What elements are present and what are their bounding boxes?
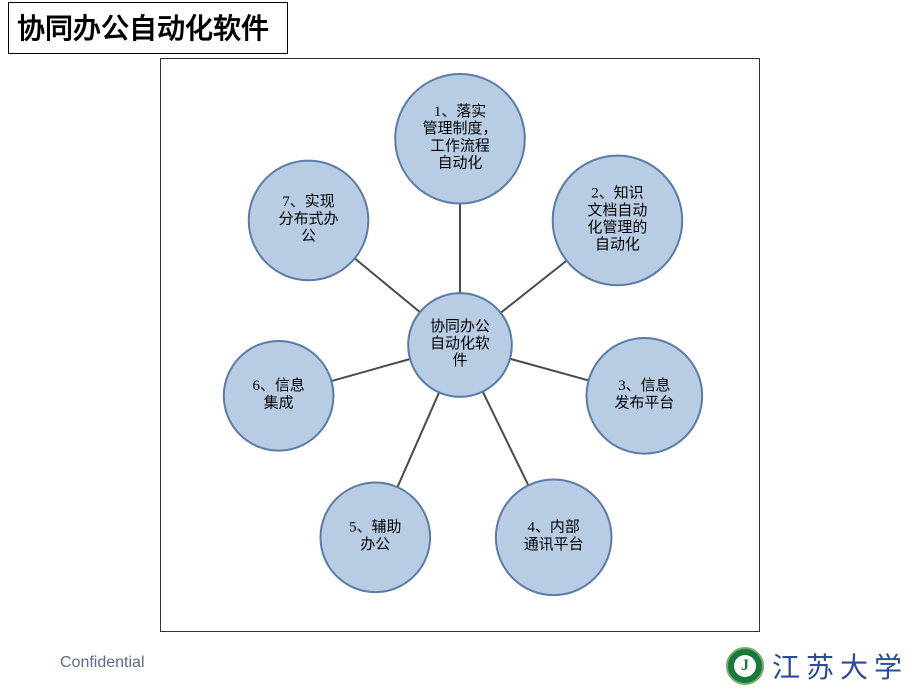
diagram-edge [483,392,529,486]
diagram-edge [397,392,439,487]
diagram-edge [331,359,410,381]
page-title: 协同办公自动化软件 [8,2,288,54]
outer-node-3: 3、信息发布平台 [587,338,703,454]
diagram-edge [355,258,420,312]
outer-node-5: 5、辅助办公 [320,483,430,593]
outer-node-7: 7、实现分布式办公 [249,161,369,281]
radial-diagram: 1、落实管理制度，工作流程自动化2、知识文档自动化管理的自动化 3、信息发布平台 4… [161,59,759,631]
footer: Confidential J 江苏大学 [0,632,920,690]
university-name: 江苏大学 [772,646,908,686]
confidential-label: Confidential [60,654,145,672]
outer-node-2: 2、知识文档自动化管理的自动化 [553,156,683,286]
university-logo-icon: J [726,647,764,685]
outer-node-4: 4、内部通讯平台 [496,480,612,596]
university-block: J 江苏大学 [718,642,916,690]
outer-node-6: 6、信息集成 [224,341,334,451]
outer-node-1: 1、落实管理制度，工作流程自动化 [395,74,525,204]
center-node: 协同办公自动化软件 [408,293,512,397]
diagram-frame: 1、落实管理制度，工作流程自动化2、知识文档自动化管理的自动化 3、信息发布平台 4… [160,58,760,632]
diagram-edge [501,261,567,313]
diagram-edge [510,359,589,381]
